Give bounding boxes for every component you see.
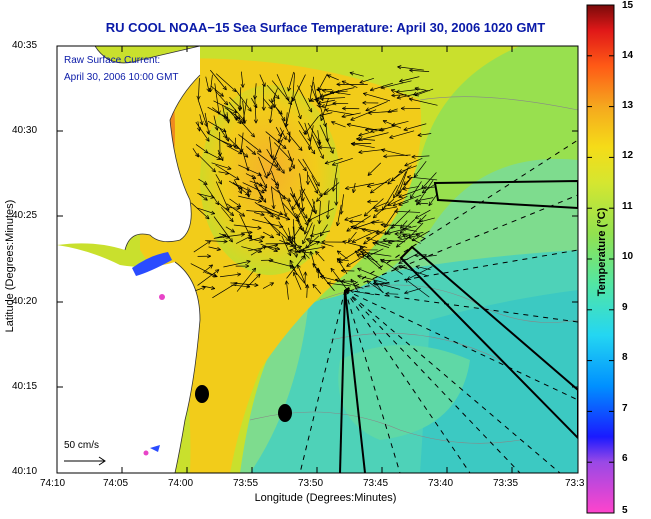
xtick-label: 74:00: [168, 478, 194, 489]
xtick-label: 73:35: [493, 478, 519, 489]
scale-label: 50 cm/s: [64, 440, 100, 451]
colorbar-tick-label: 5: [622, 505, 628, 516]
xtick-label: 74:05: [103, 478, 129, 489]
colorbar-tick-label: 6: [622, 453, 628, 464]
xtick-label: 73:3: [565, 478, 585, 489]
annotation-line1: Raw Surface Current:: [64, 55, 161, 66]
axis-ticks: [56, 45, 579, 474]
y-axis-title: Latitude (Degrees:Minutes): [4, 199, 16, 333]
annotation-line2: April 30, 2006 10:00 GMT: [64, 72, 179, 83]
colorbar-title-text: Temperature (°C): [596, 207, 608, 297]
mooring-marker: [195, 385, 209, 403]
colorbar-tick-label: 15: [622, 0, 634, 11]
colorbar-tick-label: 8: [622, 352, 628, 363]
xtick-label: 73:50: [298, 478, 324, 489]
xtick-label: 73:45: [363, 478, 389, 489]
xtick-label: 73:40: [428, 478, 454, 489]
colorbar-tick-label: 11: [622, 201, 633, 212]
ytick-label: 40:30: [12, 125, 38, 136]
ytick-label: 40:20: [12, 296, 38, 307]
colorbar-tick-label: 7: [622, 403, 628, 414]
colorbar-tick-label: 13: [622, 100, 634, 111]
xtick-label: 73:55: [233, 478, 259, 489]
sst-field: [57, 46, 578, 473]
colorbar-tick-label: 14: [622, 50, 634, 61]
ytick-label: 40:15: [12, 381, 38, 392]
figure-title: RU COOL NOAA−15 Sea Surface Temperature:…: [105, 20, 546, 35]
colorbar-tick-label: 9: [622, 302, 628, 313]
ytick-label: 40:35: [12, 40, 38, 51]
current-vectors: [190, 65, 438, 300]
xtick-label: 74:10: [40, 478, 66, 489]
mooring-marker: [278, 404, 292, 422]
radar-range-lines: [299, 139, 578, 473]
colorbar-tick-label: 10: [622, 251, 634, 262]
colorbar-ticks: [587, 4, 614, 514]
colorbar-tick-label: 12: [622, 150, 634, 161]
x-axis-title: Longitude (Degrees:Minutes): [254, 492, 397, 504]
scale-arrow: [64, 456, 106, 466]
ytick-label: 40:10: [12, 466, 38, 477]
ytick-label: 40:25: [12, 210, 38, 221]
